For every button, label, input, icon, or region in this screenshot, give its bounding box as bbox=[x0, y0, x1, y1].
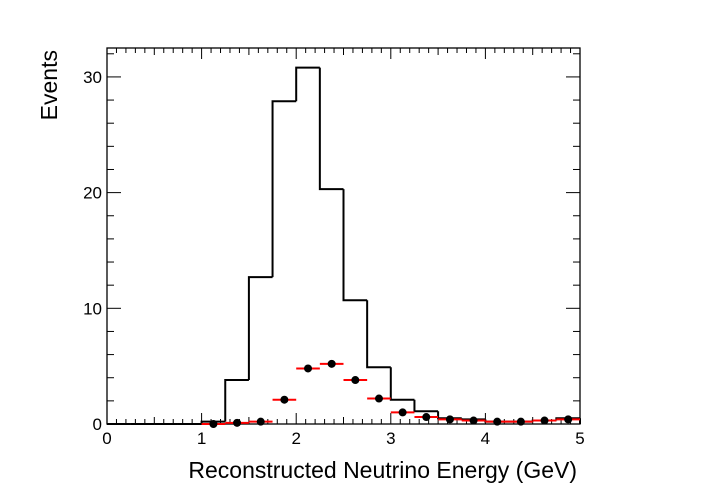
histogram-bin bbox=[295, 66, 320, 102]
data-point bbox=[445, 415, 454, 424]
x-tick-label: 3 bbox=[386, 429, 395, 448]
x-tick-label: 1 bbox=[197, 429, 206, 448]
data-point bbox=[351, 376, 360, 385]
histogram-bin bbox=[224, 379, 249, 422]
data-point bbox=[327, 359, 336, 368]
histogram-bin bbox=[437, 411, 462, 420]
data-point bbox=[209, 420, 218, 428]
data-point bbox=[280, 395, 289, 404]
histogram-bin bbox=[342, 189, 368, 302]
data-point bbox=[516, 417, 525, 426]
histogram-bin bbox=[247, 276, 273, 381]
data-point bbox=[564, 415, 573, 424]
histogram-bin bbox=[366, 300, 391, 369]
data-point bbox=[540, 416, 549, 425]
histogram-bin bbox=[389, 367, 415, 401]
histogram-bin bbox=[318, 67, 344, 191]
data-point bbox=[493, 417, 502, 426]
data-point bbox=[422, 413, 431, 422]
y-tick-label: 30 bbox=[83, 68, 102, 87]
data-point bbox=[469, 416, 478, 425]
data-point bbox=[398, 408, 407, 417]
data-point bbox=[304, 364, 313, 373]
y-axis-title: Events bbox=[36, 50, 62, 120]
x-tick-label: 0 bbox=[102, 429, 111, 448]
histogram-bin bbox=[413, 399, 439, 413]
x-tick-label: 4 bbox=[481, 429, 490, 448]
data-point bbox=[233, 418, 242, 427]
data-point bbox=[374, 394, 383, 403]
x-tick-label: 2 bbox=[291, 429, 300, 448]
histogram-bin bbox=[271, 100, 297, 278]
x-tick-label: 5 bbox=[575, 429, 584, 448]
y-tick-label: 20 bbox=[83, 184, 102, 203]
series-layer bbox=[107, 66, 581, 428]
y-tick-label: 0 bbox=[93, 415, 102, 434]
x-axis-title: Reconstructed Neutrino Energy (GeV) bbox=[188, 457, 577, 483]
axis-ticks bbox=[106, 48, 581, 425]
y-tick-label: 10 bbox=[83, 299, 102, 318]
data-point bbox=[256, 417, 265, 426]
tick-labels: 0 1 2 3 4 5 0 10 20 30 bbox=[83, 68, 585, 448]
